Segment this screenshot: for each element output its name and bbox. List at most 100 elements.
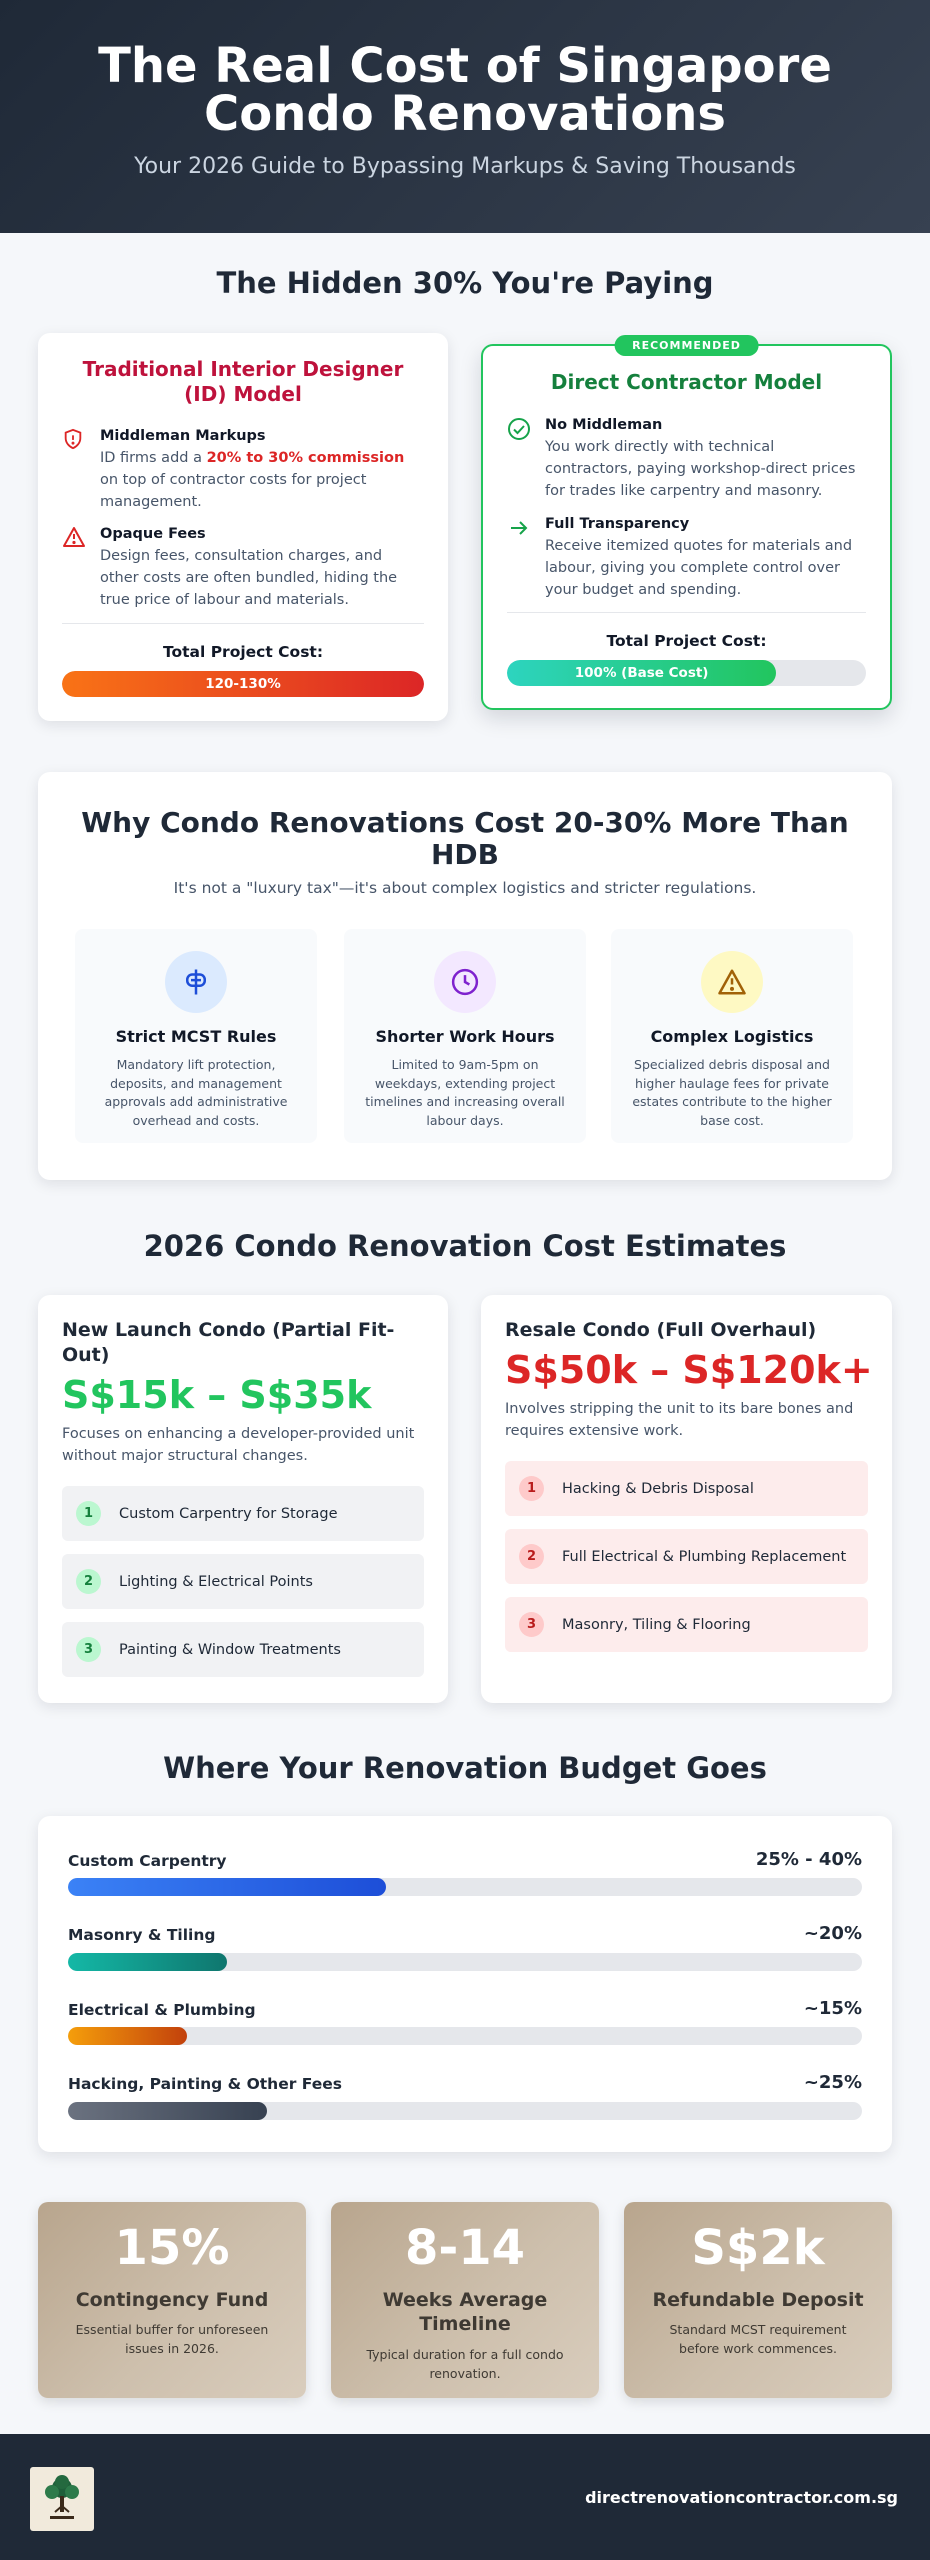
new-launch-item-label: Custom Carpentry for Storage xyxy=(119,1505,338,1522)
why-box-title: Complex Logistics xyxy=(650,1027,814,1046)
new-launch-item: 2 Lighting & Electrical Points xyxy=(62,1554,424,1609)
stat-value: 8-14 xyxy=(404,2220,526,2276)
step-number: 2 xyxy=(519,1544,544,1569)
traditional-cost-bar-fill: 120-130% xyxy=(62,671,424,697)
budget-bar-fill xyxy=(68,1953,227,1971)
direct-model-title: Direct Contractor Model xyxy=(550,370,823,394)
direct-cost-bar-fill: 100% (Base Cost) xyxy=(507,660,777,686)
middleman-markups-heading: Middleman Markups xyxy=(100,428,266,444)
stat-text: Essential buffer for unforeseen issues i… xyxy=(75,2322,269,2356)
step-number: 3 xyxy=(519,1612,544,1637)
budget-bar-fill xyxy=(68,2027,188,2045)
footer-website-link[interactable]: directrenovationcontractor.com.sg xyxy=(585,2488,898,2507)
new-launch-item: 1 Custom Carpentry for Storage xyxy=(62,1486,424,1541)
stat-card-timeline: 8-14 Weeks Average Timeline Typical dura… xyxy=(331,2202,599,2398)
step-number: 2 xyxy=(76,1569,101,1594)
commission-highlight: 20% to 30% commission xyxy=(206,450,405,466)
check-circle-icon xyxy=(507,414,533,502)
middleman-text-before: ID firms add a xyxy=(100,450,207,466)
stat-value: S$2k xyxy=(691,2220,825,2276)
step-number: 3 xyxy=(76,1637,101,1662)
traditional-model-title: Traditional Interior Designer (ID) Model xyxy=(82,357,404,406)
budget-bar xyxy=(68,2102,862,2120)
stat-label: Contingency Fund xyxy=(75,2289,269,2311)
estimates-section-title: 2026 Condo Renovation Cost Estimates xyxy=(143,1229,787,1263)
resale-item: 3 Masonry, Tiling & Flooring xyxy=(505,1597,868,1652)
budget-section-title: Where Your Renovation Budget Goes xyxy=(163,1751,767,1785)
full-transparency-text: Receive itemized quotes for materials an… xyxy=(545,538,853,598)
stat-label: Refundable Deposit xyxy=(652,2289,864,2311)
budget-label: Electrical & Plumbing xyxy=(68,2001,256,2019)
why-box-text: Specialized debris disposal and higher h… xyxy=(632,1057,832,1128)
opaque-fees-text: Design fees, consultation charges, and o… xyxy=(100,548,398,608)
hidden-section-title: The Hidden 30% You're Paying xyxy=(216,266,714,300)
budget-value: 25% - 40% xyxy=(755,1849,862,1870)
divider xyxy=(507,612,866,613)
stat-value: 15% xyxy=(114,2220,230,2276)
why-subtitle: It's not a "luxury tax"—it's about compl… xyxy=(173,879,757,897)
new-launch-desc: Focuses on enhancing a developer-provide… xyxy=(62,1426,415,1464)
warning-icon xyxy=(701,951,763,1013)
resale-item: 1 Hacking & Debris Disposal xyxy=(505,1461,868,1516)
budget-label: Masonry & Tiling xyxy=(68,1926,216,1944)
middleman-markups-item: Middleman Markups ID firms add a 20% to … xyxy=(62,425,424,513)
traditional-cost-bar: 120-130% xyxy=(62,671,424,697)
new-launch-item-label: Lighting & Electrical Points xyxy=(119,1573,313,1590)
why-title: Why Condo Renovations Cost 20-30% More T… xyxy=(81,806,849,871)
budget-card: Custom Carpentry 25% - 40% Masonry & Til… xyxy=(38,1816,892,2152)
stat-card-contingency: 15% Contingency Fund Essential buffer fo… xyxy=(38,2202,306,2398)
why-box-mcst: Strict MCST Rules Mandatory lift protect… xyxy=(75,929,317,1143)
resale-card: Resale Condo (Full Overhaul) S$50k – S$1… xyxy=(481,1295,892,1703)
direct-total-label: Total Project Cost: xyxy=(606,632,767,650)
budget-value: ~15% xyxy=(803,1998,862,2019)
why-box-title: Shorter Work Hours xyxy=(375,1027,555,1046)
budget-bar xyxy=(68,2027,862,2045)
traditional-total-label: Total Project Cost: xyxy=(162,643,324,661)
why-box-text: Mandatory lift protection, deposits, and… xyxy=(104,1057,288,1128)
stat-text: Typical duration for a full condo renova… xyxy=(366,2347,564,2381)
why-box-text: Limited to 9am-5pm on weekdays, extendin… xyxy=(365,1057,565,1128)
budget-bar-fill xyxy=(68,2102,267,2120)
no-middleman-item: No Middleman You work directly with tech… xyxy=(507,414,866,502)
no-middleman-heading: No Middleman xyxy=(545,417,663,433)
step-number: 1 xyxy=(76,1501,101,1526)
new-launch-item-label: Painting & Window Treatments xyxy=(119,1641,341,1658)
shield-alert-icon xyxy=(62,425,88,513)
why-box-title: Strict MCST Rules xyxy=(115,1027,277,1046)
budget-value: ~25% xyxy=(803,2072,862,2093)
direct-model-card: RECOMMENDED Direct Contractor Model No M… xyxy=(481,335,892,710)
new-launch-card: New Launch Condo (Partial Fit-Out) S$15k… xyxy=(38,1295,448,1703)
page-subtitle: Your 2026 Guide to Bypassing Markups & S… xyxy=(134,154,796,179)
direct-cost-bar: 100% (Base Cost) xyxy=(507,660,866,686)
stat-text: Standard MCST requirement before work co… xyxy=(669,2322,847,2356)
new-launch-price: S$15k – S$35k xyxy=(62,1373,372,1417)
tree-logo-icon[interactable] xyxy=(30,2467,94,2531)
traditional-model-card: Traditional Interior Designer (ID) Model… xyxy=(38,333,448,721)
budget-bar xyxy=(68,1953,862,1971)
resale-item: 2 Full Electrical & Plumbing Replacement xyxy=(505,1529,868,1584)
arrow-right-icon xyxy=(507,513,533,601)
resale-price: S$50k – S$120k+ xyxy=(505,1348,873,1392)
budget-label: Hacking, Painting & Other Fees xyxy=(68,2075,342,2093)
budget-label: Custom Carpentry xyxy=(68,1852,227,1870)
budget-value: ~20% xyxy=(803,1923,862,1944)
why-card: Why Condo Renovations Cost 20-30% More T… xyxy=(38,772,892,1180)
warning-triangle-icon xyxy=(62,523,88,611)
stat-card-deposit: S$2k Refundable Deposit Standard MCST re… xyxy=(624,2202,892,2398)
recommended-badge: RECOMMENDED xyxy=(614,335,759,356)
footer: directrenovationcontractor.com.sg xyxy=(0,2434,930,2560)
middleman-text-after: on top of contractor costs for project m… xyxy=(100,472,367,510)
resale-item-label: Hacking & Debris Disposal xyxy=(562,1480,754,1497)
full-transparency-heading: Full Transparency xyxy=(545,516,690,532)
hero-header: The Real Cost of Singapore Condo Renovat… xyxy=(0,0,930,233)
resale-item-label: Masonry, Tiling & Flooring xyxy=(562,1616,751,1633)
resale-desc: Involves stripping the unit to its bare … xyxy=(505,1401,854,1439)
full-transparency-item: Full Transparency Receive itemized quote… xyxy=(507,513,866,601)
budget-bar xyxy=(68,1878,862,1896)
no-middleman-text: You work directly with technical contrac… xyxy=(545,439,856,499)
opaque-fees-item: Opaque Fees Design fees, consultation ch… xyxy=(62,523,424,611)
resale-item-label: Full Electrical & Plumbing Replacement xyxy=(562,1548,847,1565)
lift-icon xyxy=(165,951,227,1013)
page-title: The Real Cost of Singapore Condo Renovat… xyxy=(98,38,832,142)
step-number: 1 xyxy=(519,1476,544,1501)
